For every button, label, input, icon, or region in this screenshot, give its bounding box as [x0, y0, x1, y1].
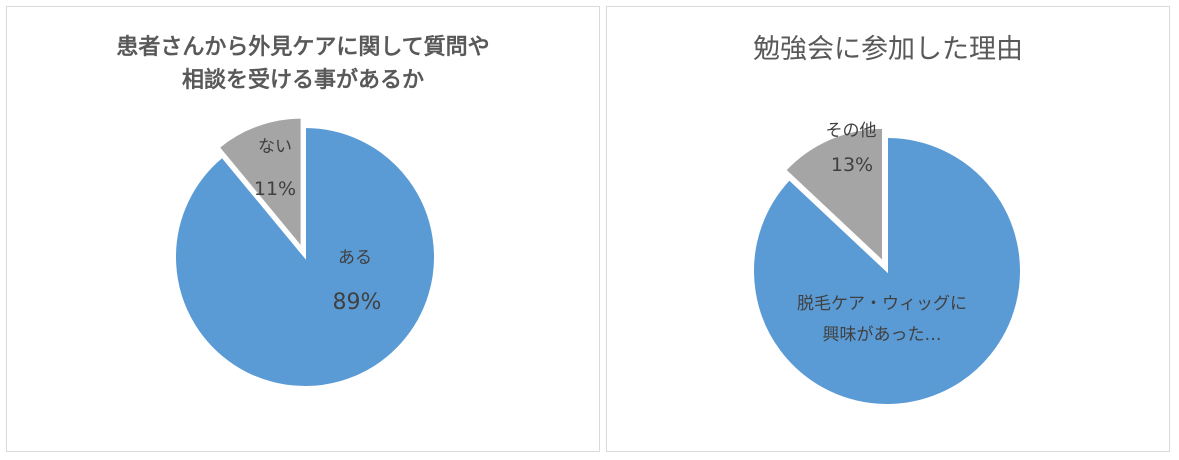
pie-chart-left: ある 89% ない 11% — [174, 116, 436, 388]
slice-percent-aru: 89% — [333, 290, 382, 315]
chart-panel-left: 患者さんから外見ケアに関して質問や 相談を受ける事があるか ある 89% ない … — [6, 6, 600, 452]
chart-panel-right: 勉強会に参加した理由 脱毛ケア・ウィッグに 興味があった… その他 13% — [606, 6, 1170, 452]
slice-percent-sonota: 13% — [831, 154, 873, 176]
chart-title-line-2: 相談を受ける事があるか — [181, 68, 424, 93]
slice-label-datsumo-line-2: 興味があった… — [823, 325, 942, 345]
slice-label-nai: ない — [258, 137, 292, 157]
chart-title-line-1: 患者さんから外見ケアに関して質問や — [116, 35, 490, 60]
pie-chart-right: 脱毛ケア・ウィッグに 興味があった… その他 13% — [752, 121, 1022, 406]
pie-right-slice-1 — [783, 126, 885, 265]
pie-right-slice-0 — [752, 135, 1022, 406]
chart-title: 勉強会に参加した理由 — [607, 33, 1169, 67]
chart-title-line-1: 勉強会に参加した理由 — [753, 34, 1023, 65]
slice-label-sonota: その他 — [826, 121, 877, 141]
pie-left-slice-1 — [217, 116, 303, 251]
slice-percent-nai: 11% — [254, 178, 296, 200]
slice-label-aru: ある — [338, 248, 372, 268]
pie-left-slice-0 — [174, 125, 436, 388]
slice-label-datsumo-line-1: 脱毛ケア・ウィッグに — [797, 294, 967, 314]
chart-title: 患者さんから外見ケアに関して質問や 相談を受ける事があるか — [7, 31, 599, 97]
